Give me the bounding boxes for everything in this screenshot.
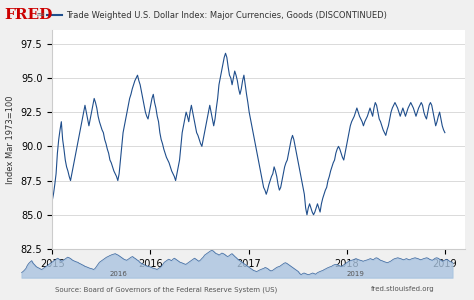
Text: ≈: ≈ — [36, 10, 45, 20]
Text: FRED: FRED — [5, 8, 53, 22]
Y-axis label: Index Mar 1973=100: Index Mar 1973=100 — [6, 95, 15, 184]
Text: 2016: 2016 — [109, 272, 128, 278]
Text: 2019: 2019 — [346, 272, 365, 278]
Text: Trade Weighted U.S. Dollar Index: Major Currencies, Goods (DISCONTINUED): Trade Weighted U.S. Dollar Index: Major … — [66, 11, 387, 20]
Text: fred.stlouisfed.org: fred.stlouisfed.org — [371, 286, 435, 292]
Text: Source: Board of Governors of the Federal Reserve System (US): Source: Board of Governors of the Federa… — [55, 286, 277, 293]
